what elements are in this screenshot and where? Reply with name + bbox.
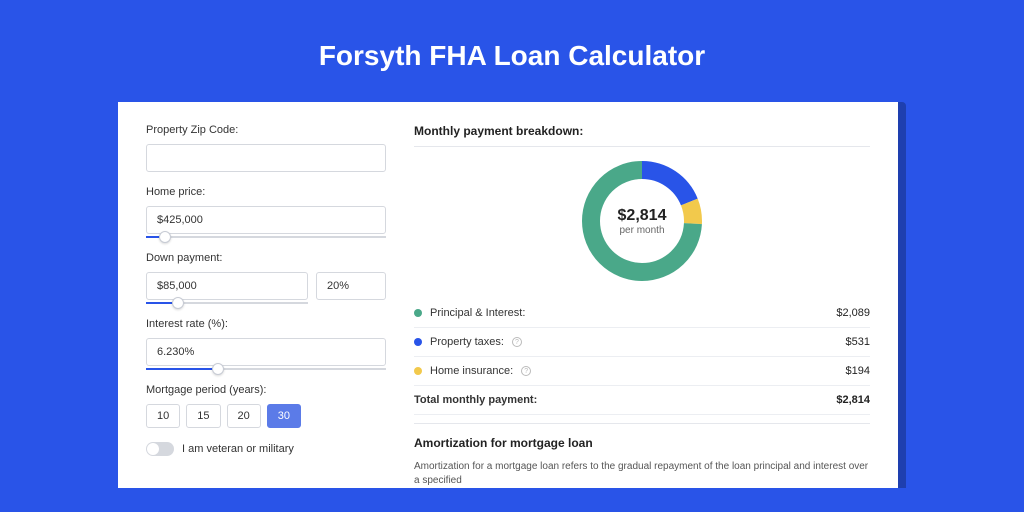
toggle-knob xyxy=(147,443,159,455)
info-icon[interactable]: ? xyxy=(521,366,531,376)
slider-knob[interactable] xyxy=(212,363,224,375)
interest-rate-slider[interactable] xyxy=(146,368,386,370)
down-payment-pct-input[interactable] xyxy=(316,272,386,300)
donut-amount: $2,814 xyxy=(618,207,667,225)
period-btn-30[interactable]: 30 xyxy=(267,404,301,428)
breakdown-row: Principal & Interest: $2,089 xyxy=(414,299,870,328)
card-shadow: Property Zip Code: Home price: Down paym… xyxy=(118,102,906,488)
home-price-group: Home price: xyxy=(146,186,386,238)
donut-chart-wrap: $2,814 per month xyxy=(414,161,870,281)
zip-input[interactable] xyxy=(146,144,386,172)
interest-rate-group: Interest rate (%): xyxy=(146,318,386,370)
interest-rate-label: Interest rate (%): xyxy=(146,318,386,330)
slider-knob[interactable] xyxy=(159,231,171,243)
total-label: Total monthly payment: xyxy=(414,394,537,406)
breakdown-label: Principal & Interest: xyxy=(430,307,525,319)
legend-dot xyxy=(414,338,422,346)
down-payment-slider[interactable] xyxy=(146,302,308,304)
slider-knob[interactable] xyxy=(172,297,184,309)
total-row: Total monthly payment: $2,814 xyxy=(414,385,870,415)
legend-dot xyxy=(414,367,422,375)
breakdown-value: $194 xyxy=(846,365,870,377)
period-label: Mortgage period (years): xyxy=(146,384,386,396)
period-group: Mortgage period (years): 1015 2030 xyxy=(146,384,386,428)
breakdown-panel: Monthly payment breakdown: $2,814 per mo… xyxy=(414,124,870,488)
veteran-row: I am veteran or military xyxy=(146,442,386,456)
veteran-label: I am veteran or military xyxy=(182,443,294,455)
info-icon[interactable]: ? xyxy=(512,337,522,347)
zip-label: Property Zip Code: xyxy=(146,124,386,136)
donut-center: $2,814 per month xyxy=(582,161,702,281)
down-payment-input[interactable] xyxy=(146,272,308,300)
legend-dot xyxy=(414,309,422,317)
total-value: $2,814 xyxy=(836,394,870,406)
down-payment-group: Down payment: xyxy=(146,252,386,304)
amortization-text: Amortization for a mortgage loan refers … xyxy=(414,460,870,488)
form-panel: Property Zip Code: Home price: Down paym… xyxy=(146,124,386,488)
breakdown-value: $531 xyxy=(846,336,870,348)
donut-sub: per month xyxy=(619,225,664,236)
breakdown-row: Property taxes:? $531 xyxy=(414,328,870,357)
breakdown-label: Home insurance: xyxy=(430,365,513,377)
zip-group: Property Zip Code: xyxy=(146,124,386,172)
veteran-toggle[interactable] xyxy=(146,442,174,456)
period-btn-15[interactable]: 15 xyxy=(186,404,220,428)
amortization-title: Amortization for mortgage loan xyxy=(414,423,870,450)
breakdown-label: Property taxes: xyxy=(430,336,504,348)
down-payment-label: Down payment: xyxy=(146,252,386,264)
breakdown-value: $2,089 xyxy=(836,307,870,319)
donut-chart: $2,814 per month xyxy=(582,161,702,281)
home-price-slider[interactable] xyxy=(146,236,386,238)
home-price-label: Home price: xyxy=(146,186,386,198)
interest-rate-input[interactable] xyxy=(146,338,386,366)
home-price-input[interactable] xyxy=(146,206,386,234)
calculator-card: Property Zip Code: Home price: Down paym… xyxy=(118,102,898,488)
breakdown-title: Monthly payment breakdown: xyxy=(414,124,870,147)
page-title: Forsyth FHA Loan Calculator xyxy=(0,0,1024,102)
period-btn-10[interactable]: 10 xyxy=(146,404,180,428)
breakdown-row: Home insurance:? $194 xyxy=(414,357,870,385)
period-btn-20[interactable]: 20 xyxy=(227,404,261,428)
